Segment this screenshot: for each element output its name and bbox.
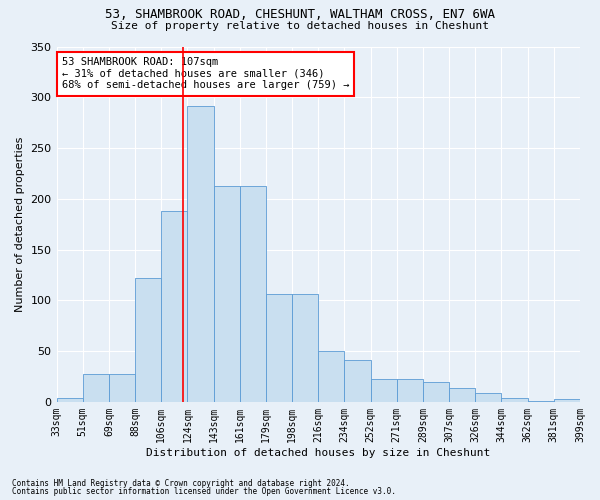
Bar [214,186,240,402]
Bar [83,374,109,402]
Bar [554,399,580,402]
Text: Contains HM Land Registry data © Crown copyright and database right 2024.: Contains HM Land Registry data © Crown c… [12,478,350,488]
Bar [502,398,527,402]
Bar [109,374,135,402]
Bar [292,294,318,402]
Text: 53, SHAMBROOK ROAD, CHESHUNT, WALTHAM CROSS, EN7 6WA: 53, SHAMBROOK ROAD, CHESHUNT, WALTHAM CR… [105,8,495,20]
Bar [344,360,371,402]
Bar [187,106,214,402]
X-axis label: Distribution of detached houses by size in Cheshunt: Distribution of detached houses by size … [146,448,490,458]
Bar [161,211,187,402]
Text: 53 SHAMBROOK ROAD: 107sqm
← 31% of detached houses are smaller (346)
68% of semi: 53 SHAMBROOK ROAD: 107sqm ← 31% of detac… [62,57,349,90]
Text: Contains public sector information licensed under the Open Government Licence v3: Contains public sector information licen… [12,487,396,496]
Bar [397,380,423,402]
Bar [527,401,554,402]
Bar [449,388,475,402]
Bar [371,380,397,402]
Text: Size of property relative to detached houses in Cheshunt: Size of property relative to detached ho… [111,21,489,31]
Bar [266,294,292,402]
Bar [56,398,83,402]
Y-axis label: Number of detached properties: Number of detached properties [15,136,25,312]
Bar [318,351,344,402]
Bar [135,278,161,402]
Bar [240,186,266,402]
Bar [423,382,449,402]
Bar [475,392,502,402]
